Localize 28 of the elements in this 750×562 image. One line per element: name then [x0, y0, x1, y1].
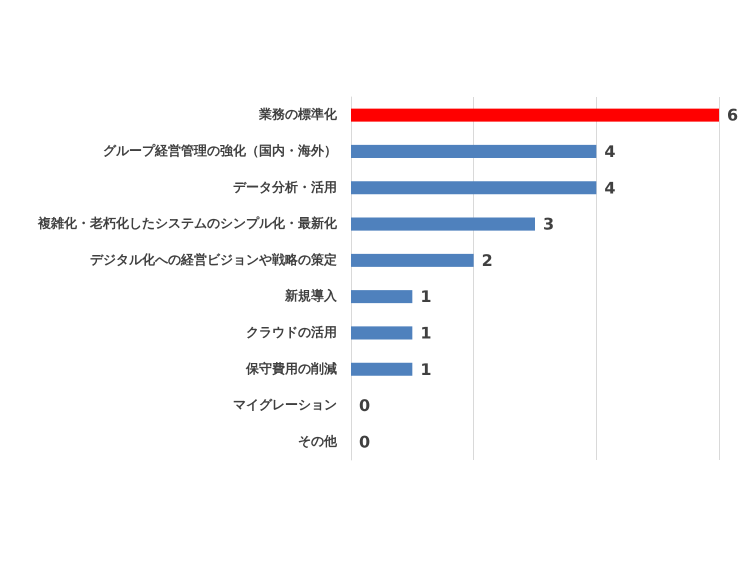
bar	[351, 254, 474, 267]
data-label: 1	[420, 323, 432, 342]
bar	[351, 108, 719, 122]
data-label: 1	[420, 360, 432, 379]
bar	[351, 362, 412, 376]
y-tick-label: グループ経営管理の強化（国内・海外）	[103, 142, 337, 159]
y-tick-label: その他	[298, 434, 338, 450]
data-label: 0	[359, 432, 370, 452]
bar	[351, 326, 412, 340]
y-tick-label: 新規導入	[284, 288, 338, 304]
data-label: 0	[359, 396, 370, 416]
y-tick-label: 複雑化・老朽化したシステムのシンプル化・最新化	[37, 216, 338, 232]
y-tick-label: 保守費用の削減	[245, 360, 337, 377]
data-label: 1	[420, 287, 432, 306]
bar	[351, 218, 535, 231]
y-tick-label: デジタル化への経営ビジョンや戦略の策定	[90, 252, 337, 268]
bar	[351, 181, 596, 194]
data-label: 4	[604, 142, 616, 161]
bar	[351, 290, 412, 304]
data-label: 6	[727, 106, 738, 125]
data-label: 3	[543, 214, 554, 234]
y-tick-label: 業務の標準化	[258, 108, 338, 123]
y-tick-label: クラウドの活用	[246, 325, 337, 340]
y-tick-label: データ分析・活用	[233, 180, 337, 196]
data-label: 4	[604, 178, 616, 198]
y-tick-label: マイグレーション	[233, 398, 337, 414]
data-label: 2	[482, 250, 493, 270]
bar	[351, 144, 596, 158]
